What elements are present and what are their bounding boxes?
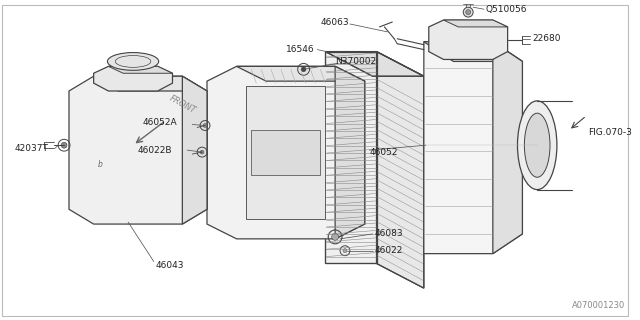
Polygon shape: [108, 66, 173, 73]
Text: 46063: 46063: [321, 18, 349, 27]
Ellipse shape: [524, 113, 550, 177]
Text: 16546: 16546: [286, 45, 314, 54]
Polygon shape: [325, 52, 376, 263]
Text: 22680: 22680: [532, 34, 561, 43]
Polygon shape: [93, 66, 173, 91]
Ellipse shape: [108, 52, 159, 70]
Polygon shape: [252, 131, 321, 175]
Ellipse shape: [518, 101, 557, 189]
Circle shape: [332, 233, 339, 240]
Circle shape: [301, 67, 306, 72]
Circle shape: [200, 150, 204, 154]
Polygon shape: [182, 76, 207, 224]
Polygon shape: [376, 52, 424, 288]
Text: 46083: 46083: [374, 229, 403, 238]
Text: 46052: 46052: [370, 148, 398, 156]
Polygon shape: [444, 20, 508, 27]
Polygon shape: [429, 20, 508, 60]
Polygon shape: [237, 66, 365, 81]
Polygon shape: [335, 66, 365, 239]
Text: Q510056: Q510056: [486, 5, 527, 14]
Text: A070001230: A070001230: [572, 301, 625, 310]
Text: 46052A: 46052A: [143, 118, 177, 127]
Polygon shape: [69, 76, 207, 224]
Polygon shape: [325, 52, 424, 76]
Polygon shape: [424, 42, 522, 61]
Polygon shape: [493, 42, 522, 254]
Polygon shape: [246, 86, 325, 219]
Text: b: b: [98, 160, 103, 169]
Text: FRONT: FRONT: [168, 94, 197, 116]
Circle shape: [203, 124, 207, 127]
Text: 42037T: 42037T: [15, 144, 49, 153]
Text: 46022B: 46022B: [138, 146, 173, 155]
Polygon shape: [207, 66, 365, 239]
Circle shape: [343, 249, 347, 253]
Text: N370002: N370002: [335, 57, 376, 66]
Text: 46022: 46022: [374, 246, 403, 255]
Polygon shape: [424, 42, 522, 254]
Circle shape: [463, 7, 473, 17]
Text: FIG.070-3: FIG.070-3: [588, 128, 632, 137]
Circle shape: [466, 10, 470, 15]
Circle shape: [61, 142, 67, 148]
Polygon shape: [93, 76, 207, 91]
Text: 46043: 46043: [156, 261, 184, 270]
